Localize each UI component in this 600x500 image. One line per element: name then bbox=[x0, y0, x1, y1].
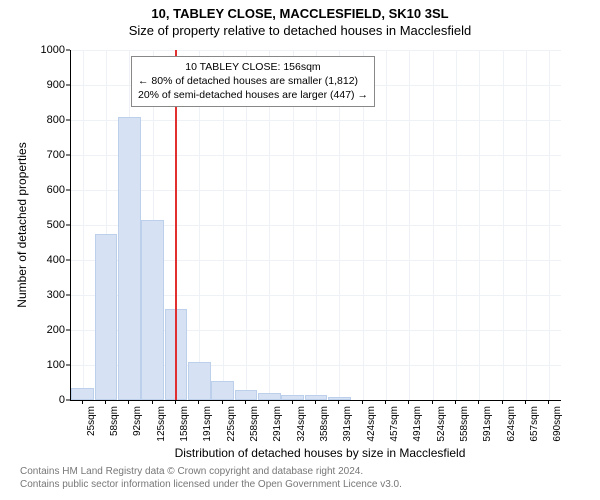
x-tick-mark bbox=[362, 400, 363, 404]
footer-attribution: Contains HM Land Registry data © Crown c… bbox=[20, 465, 402, 491]
y-axis-label: Number of detached properties bbox=[15, 142, 29, 307]
y-tick-mark bbox=[66, 400, 70, 401]
x-tick-mark bbox=[432, 400, 433, 404]
y-tick-mark bbox=[66, 120, 70, 121]
page-title: 10, TABLEY CLOSE, MACCLESFIELD, SK10 3SL bbox=[0, 0, 600, 21]
x-tick-label: 591sqm bbox=[482, 406, 493, 442]
y-tick-mark bbox=[66, 155, 70, 156]
x-tick-label: 125sqm bbox=[156, 406, 167, 442]
x-tick-mark bbox=[525, 400, 526, 404]
x-tick-mark bbox=[338, 400, 339, 404]
legend-line-3: 20% of semi-detached houses are larger (… bbox=[138, 88, 368, 102]
chart-container: 10, TABLEY CLOSE, MACCLESFIELD, SK10 3SL… bbox=[0, 0, 600, 500]
y-tick-label: 200 bbox=[30, 324, 65, 336]
histogram-bar bbox=[235, 390, 258, 401]
x-tick-label: 225sqm bbox=[226, 406, 237, 442]
gridline-v bbox=[549, 50, 550, 400]
histogram-bar bbox=[258, 393, 281, 400]
x-tick-label: 657sqm bbox=[529, 406, 540, 442]
legend-box: 10 TABLEY CLOSE: 156sqm ← 80% of detache… bbox=[131, 56, 375, 107]
gridline-v bbox=[479, 50, 480, 400]
x-tick-label: 391sqm bbox=[342, 406, 353, 442]
x-axis-label: Distribution of detached houses by size … bbox=[20, 446, 600, 460]
x-tick-label: 558sqm bbox=[459, 406, 470, 442]
footer-line-1: Contains HM Land Registry data © Crown c… bbox=[20, 465, 402, 478]
y-tick-mark bbox=[66, 190, 70, 191]
histogram-bar bbox=[141, 220, 164, 400]
x-tick-mark bbox=[198, 400, 199, 404]
x-tick-mark bbox=[222, 400, 223, 404]
y-tick-mark bbox=[66, 85, 70, 86]
x-tick-mark bbox=[455, 400, 456, 404]
y-tick-mark bbox=[66, 330, 70, 331]
x-tick-mark bbox=[268, 400, 269, 404]
histogram-bar bbox=[188, 362, 211, 401]
y-tick-label: 600 bbox=[30, 184, 65, 196]
gridline-v bbox=[456, 50, 457, 400]
x-tick-label: 624sqm bbox=[506, 406, 517, 442]
x-tick-label: 524sqm bbox=[436, 406, 447, 442]
x-tick-label: 25sqm bbox=[86, 406, 97, 436]
x-tick-label: 491sqm bbox=[412, 406, 423, 442]
x-tick-label: 191sqm bbox=[202, 406, 213, 442]
x-tick-label: 358sqm bbox=[319, 406, 330, 442]
histogram-bar bbox=[118, 117, 141, 401]
x-tick-mark bbox=[408, 400, 409, 404]
x-tick-mark bbox=[128, 400, 129, 404]
plot-area: 10 TABLEY CLOSE: 156sqm ← 80% of detache… bbox=[70, 50, 561, 401]
gridline-v bbox=[83, 50, 84, 400]
x-tick-mark bbox=[292, 400, 293, 404]
x-tick-label: 291sqm bbox=[272, 406, 283, 442]
x-tick-label: 457sqm bbox=[389, 406, 400, 442]
x-tick-label: 424sqm bbox=[366, 406, 377, 442]
x-tick-mark bbox=[315, 400, 316, 404]
y-tick-label: 0 bbox=[30, 394, 65, 406]
y-tick-label: 500 bbox=[30, 219, 65, 231]
x-tick-label: 58sqm bbox=[109, 406, 120, 436]
x-tick-mark bbox=[502, 400, 503, 404]
y-tick-label: 1000 bbox=[30, 44, 65, 56]
x-tick-label: 258sqm bbox=[249, 406, 260, 442]
footer-line-2: Contains public sector information licen… bbox=[20, 478, 402, 491]
y-tick-label: 100 bbox=[30, 359, 65, 371]
x-tick-label: 158sqm bbox=[179, 406, 190, 442]
gridline-v bbox=[386, 50, 387, 400]
y-tick-label: 900 bbox=[30, 79, 65, 91]
y-tick-mark bbox=[66, 365, 70, 366]
legend-line-1: 10 TABLEY CLOSE: 156sqm bbox=[138, 60, 368, 74]
y-tick-label: 400 bbox=[30, 254, 65, 266]
histogram-bar bbox=[211, 381, 234, 400]
y-tick-label: 800 bbox=[30, 114, 65, 126]
x-tick-mark bbox=[175, 400, 176, 404]
y-tick-mark bbox=[66, 260, 70, 261]
gridline-v bbox=[433, 50, 434, 400]
x-tick-mark bbox=[105, 400, 106, 404]
x-tick-label: 324sqm bbox=[296, 406, 307, 442]
x-tick-mark bbox=[82, 400, 83, 404]
gridline-v bbox=[526, 50, 527, 400]
histogram-bar bbox=[71, 388, 94, 400]
x-tick-label: 92sqm bbox=[132, 406, 143, 436]
y-tick-mark bbox=[66, 225, 70, 226]
gridline-v bbox=[503, 50, 504, 400]
histogram-bar bbox=[95, 234, 118, 400]
y-tick-label: 300 bbox=[30, 289, 65, 301]
x-tick-label: 690sqm bbox=[552, 406, 563, 442]
x-tick-mark bbox=[385, 400, 386, 404]
x-tick-mark bbox=[548, 400, 549, 404]
page-subtitle: Size of property relative to detached ho… bbox=[0, 21, 600, 38]
x-tick-mark bbox=[478, 400, 479, 404]
y-tick-mark bbox=[66, 295, 70, 296]
gridline-v bbox=[409, 50, 410, 400]
y-tick-label: 700 bbox=[30, 149, 65, 161]
y-tick-mark bbox=[66, 50, 70, 51]
x-tick-mark bbox=[245, 400, 246, 404]
x-tick-mark bbox=[152, 400, 153, 404]
legend-line-2: ← 80% of detached houses are smaller (1,… bbox=[138, 74, 368, 88]
